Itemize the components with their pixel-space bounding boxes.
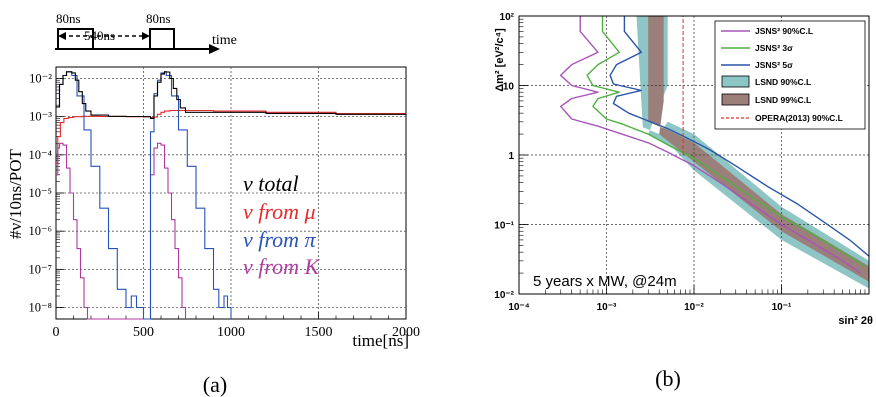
plot-b-ytick-labels: 10⁻² 10⁻¹ 1 10 10² [494, 12, 514, 301]
caption-a: (a) [203, 372, 227, 397]
plot-b-annotation: 5 years x MW, @24m [533, 273, 677, 290]
legend-b-box [714, 20, 866, 130]
legend-a-total: ν total [243, 171, 299, 196]
plot-a-xtick-label: 2000 [392, 325, 420, 340]
caption-b: (b) [655, 366, 681, 391]
legend-b-label-opera: OPERA(2013) 90%C.L [755, 113, 843, 123]
timing-axis-label: time [212, 33, 237, 48]
plot-a-series [56, 71, 407, 320]
plot-a-ytick-label: 10⁻⁸ [29, 301, 52, 315]
gap-arrowhead-left [58, 32, 66, 40]
series-b-jsns2-3sigma [586, 16, 866, 267]
plot-a-ytick-label: 10⁻³ [29, 110, 52, 124]
legend-b-label-lsnd99: LSND 99%C.L [755, 95, 811, 105]
plot-a-xtick-label: 500 [133, 325, 154, 340]
plot-b-xtick-label: 10⁻¹ [772, 302, 792, 313]
plot-b-xlabel: sin² 2θ [838, 315, 873, 327]
plot-b-legend: JSNS² 90%C.L JSNS² 3σ JSNS² 5σ LSND 90%C… [714, 20, 866, 130]
panel-a: 80ns 80ns 540ns time 10⁻⁸10⁻⁷10⁻⁶10⁻⁵10⁻… [6, 11, 420, 350]
series-a-mu [56, 109, 407, 164]
plot-a-ytick-label: 10⁻⁵ [29, 186, 52, 200]
plot-a-ytick-label: 10⁻⁴ [29, 148, 52, 162]
legend-b-swatch-lsnd99 [721, 93, 750, 106]
plot-b-xtick-label: 10⁻³ [597, 302, 617, 313]
series-a-total [56, 71, 407, 119]
legend-b-swatch-lsnd90 [721, 75, 750, 88]
plot-b-ytick-label: 10 [503, 82, 515, 93]
plot-a-xtick-label: 1000 [217, 325, 245, 340]
plot-a-ytick-label: 10⁻⁷ [29, 262, 52, 276]
legend-b-label-3sigma: JSNS² 3σ [755, 43, 793, 53]
plot-a-xlabel: time[ns] [352, 331, 409, 350]
plot-b-ytick-label: 10⁻² [494, 290, 514, 301]
legend-b-label-90cl: JSNS² 90%C.L [755, 26, 813, 36]
legend-b-label-lsnd90: LSND 90%C.L [755, 77, 811, 87]
gap-arrowhead-right [142, 32, 150, 40]
gap-label: 540ns [84, 28, 115, 43]
plot-a-ytick-labels: 10⁻⁸ 10⁻⁷ 10⁻⁶ 10⁻⁵ 10⁻⁴ 10⁻³ 10⁻² [29, 71, 53, 314]
pulse2-label: 80ns [146, 11, 171, 26]
plot-b-ytick-label: 1 [508, 151, 514, 162]
timing-pulse-trace [55, 28, 212, 50]
plot-b-ytick-label: 10⁻¹ [494, 221, 514, 232]
plot-b-xtick-labels: 10⁻⁴ 10⁻³ 10⁻² 10⁻¹ [508, 302, 792, 313]
plot-a-legend: ν total ν from μ ν from π ν from K [243, 171, 321, 279]
legend-b-label-5sigma: JSNS² 5σ [755, 60, 793, 70]
plot-a-xtick-label: 0 [53, 325, 60, 340]
series-a-pi [56, 71, 232, 320]
legend-a-mu: ν from μ [243, 199, 316, 224]
plot-a-grid [56, 67, 406, 319]
timing-arrowhead [209, 44, 220, 54]
timing-diagram: 80ns 80ns 540ns time [55, 11, 237, 54]
series-a-k [56, 142, 187, 320]
series-b-jsns2-5sigma [609, 16, 870, 257]
plot-b-ylabel: Δm² [eV²/c⁴] [494, 28, 506, 92]
series-b-jsns2-90cl [560, 16, 861, 274]
panel-b: 10⁻² 10⁻¹ 1 10 10² 10⁻⁴ 10⁻³ 10⁻² 10⁻¹ Δm² [eV²… [494, 12, 873, 327]
plot-b-series [560, 16, 870, 274]
plot-a-xtick-label: 1500 [305, 325, 333, 340]
plot-a-xtick-labels: 0 500 1000 1500 2000 [53, 325, 421, 340]
plot-b-ytick-label: 10² [500, 12, 515, 23]
plot-b-ticks [518, 15, 866, 295]
legend-a-pi: ν from π [243, 227, 317, 252]
plot-a-ylabel: #ν/10ns/POT [6, 148, 25, 238]
plot-a-ytick-label: 10⁻² [29, 71, 52, 85]
plot-b-xtick-label: 10⁻² [684, 302, 704, 313]
pulse1-label: 80ns [56, 11, 81, 26]
plot-a-ytick-label: 10⁻⁶ [29, 224, 52, 238]
legend-a-k: ν from K [243, 254, 321, 279]
plot-b-xtick-label: 10⁻⁴ [508, 302, 529, 313]
